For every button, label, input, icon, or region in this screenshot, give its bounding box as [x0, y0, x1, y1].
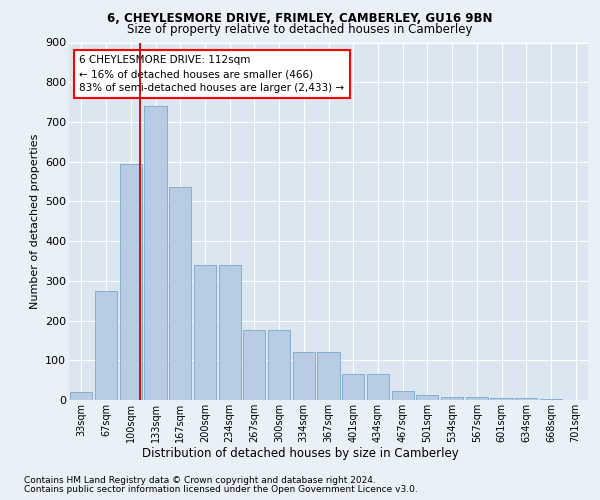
- Bar: [392, 392, 414, 400]
- Text: 6, CHEYLESMORE DRIVE, FRIMLEY, CAMBERLEY, GU16 9BN: 6, CHEYLESMORE DRIVE, FRIMLEY, CAMBERLEY…: [107, 12, 493, 26]
- Bar: [70, 392, 92, 400]
- Bar: [490, 398, 512, 400]
- Bar: [243, 330, 265, 400]
- Bar: [416, 395, 439, 400]
- Bar: [367, 374, 389, 400]
- Bar: [466, 397, 488, 400]
- Bar: [268, 330, 290, 400]
- Text: Contains HM Land Registry data © Crown copyright and database right 2024.: Contains HM Land Registry data © Crown c…: [24, 476, 376, 485]
- Text: Distribution of detached houses by size in Camberley: Distribution of detached houses by size …: [142, 448, 458, 460]
- Text: 6 CHEYLESMORE DRIVE: 112sqm
← 16% of detached houses are smaller (466)
83% of se: 6 CHEYLESMORE DRIVE: 112sqm ← 16% of det…: [79, 55, 344, 93]
- Text: Contains public sector information licensed under the Open Government Licence v3: Contains public sector information licen…: [24, 485, 418, 494]
- Bar: [515, 398, 538, 400]
- Bar: [95, 291, 117, 400]
- Bar: [194, 265, 216, 400]
- Bar: [169, 188, 191, 400]
- Bar: [317, 352, 340, 400]
- Bar: [119, 164, 142, 400]
- Y-axis label: Number of detached properties: Number of detached properties: [29, 134, 40, 309]
- Bar: [540, 399, 562, 400]
- Bar: [218, 265, 241, 400]
- Bar: [441, 397, 463, 400]
- Text: Size of property relative to detached houses in Camberley: Size of property relative to detached ho…: [127, 22, 473, 36]
- Bar: [342, 374, 364, 400]
- Bar: [145, 106, 167, 400]
- Bar: [293, 352, 315, 400]
